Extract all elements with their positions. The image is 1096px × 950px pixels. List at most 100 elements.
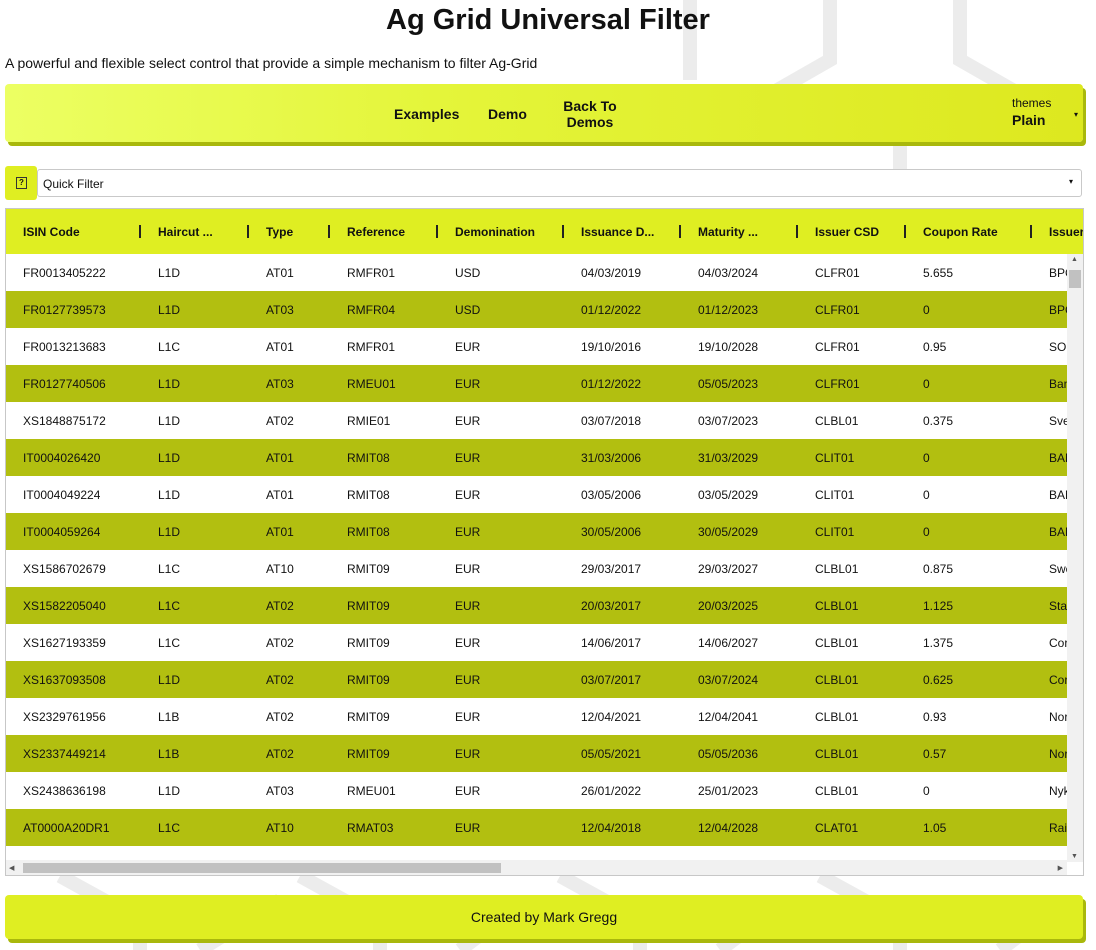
table-cell: RMFR01: [347, 266, 396, 280]
table-row[interactable]: FR0127740506 L1D AT03 RMEU01 EUR 01/12/2022 05…: [6, 365, 1067, 402]
column-resize-handle[interactable]: [139, 225, 141, 238]
help-button[interactable]: ?: [5, 166, 37, 200]
table-cell: CLIT01: [815, 525, 855, 539]
table-cell: 04/03/2024: [698, 266, 759, 280]
table-cell: AT02: [266, 747, 294, 761]
scroll-left-icon[interactable]: ◀: [9, 865, 15, 872]
table-row[interactable]: IT0004059264 L1D AT01 RMIT08 EUR 30/05/2006 30…: [6, 513, 1067, 550]
table-cell: EUR: [455, 562, 481, 576]
column-resize-handle[interactable]: [679, 225, 681, 238]
table-cell: AT02: [266, 636, 294, 650]
table-cell: 01/12/2022: [581, 377, 642, 391]
table-cell: 29/03/2027: [698, 562, 759, 576]
nav-back-to-demos-link[interactable]: Back To Demos: [563, 98, 617, 130]
table-row[interactable]: XS2337449214 L1B AT02 RMIT09 EUR 05/05/2021 05…: [6, 735, 1067, 772]
horizontal-scrollbar[interactable]: ◀ ▶: [6, 860, 1067, 875]
table-cell: L1C: [158, 562, 181, 576]
table-cell: Cor: [1049, 673, 1067, 687]
column-resize-handle[interactable]: [247, 225, 249, 238]
vertical-scrollbar[interactable]: ▲ ▼: [1067, 254, 1083, 862]
column-resize-handle[interactable]: [436, 225, 438, 238]
table-cell: 1.125: [923, 599, 954, 613]
column-header[interactable]: Reference: [347, 225, 406, 239]
column-header[interactable]: Issuer CSD: [815, 225, 880, 239]
grid-body: FR0013405222 L1D AT01 RMFR01 USD 04/03/2019 04…: [6, 254, 1067, 862]
table-cell: 03/07/2024: [698, 673, 759, 687]
page-title: Ag Grid Universal Filter: [386, 4, 710, 36]
table-cell: L1D: [158, 303, 181, 317]
quick-filter-placeholder: Quick Filter: [43, 177, 104, 191]
column-header[interactable]: Haircut ...: [158, 225, 213, 239]
table-cell: XS1848875172: [23, 414, 106, 428]
table-cell: AT02: [266, 599, 294, 613]
table-cell: 01/12/2023: [698, 303, 759, 317]
table-row[interactable]: FR0013213683 L1C AT01 RMFR01 EUR 19/10/2016 19…: [6, 328, 1067, 365]
table-cell: RMIT09: [347, 747, 390, 761]
horizontal-scroll-thumb[interactable]: [23, 863, 501, 873]
table-row[interactable]: XS1586702679 L1C AT10 RMIT09 EUR 29/03/2017 29…: [6, 550, 1067, 587]
column-resize-handle[interactable]: [1030, 225, 1032, 238]
table-cell: EUR: [455, 451, 481, 465]
column-resize-handle[interactable]: [562, 225, 564, 238]
table-cell: EUR: [455, 821, 481, 835]
table-cell: L1C: [158, 599, 181, 613]
table-cell: 30/05/2029: [698, 525, 759, 539]
column-header[interactable]: Maturity ...: [698, 225, 759, 239]
table-row[interactable]: XS1848875172 L1D AT02 RMIE01 EUR 03/07/2018 03…: [6, 402, 1067, 439]
table-cell: Stat: [1049, 599, 1067, 613]
chevron-down-icon: ▾: [1068, 177, 1073, 186]
table-cell: 26/01/2022: [581, 784, 642, 798]
table-cell: BAN: [1049, 451, 1067, 465]
table-cell: L1B: [158, 747, 180, 761]
table-cell: CLBL01: [815, 784, 859, 798]
column-header[interactable]: Type: [266, 225, 294, 239]
table-cell: RMFR04: [347, 303, 396, 317]
table-row[interactable]: XS1582205040 L1C AT02 RMIT09 EUR 20/03/2017 20…: [6, 587, 1067, 624]
table-cell: 0: [923, 488, 930, 502]
column-resize-handle[interactable]: [796, 225, 798, 238]
scroll-down-icon[interactable]: ▼: [1071, 853, 1078, 860]
column-header[interactable]: Demonination: [455, 225, 535, 239]
column-header[interactable]: ISIN Code: [23, 225, 80, 239]
table-row[interactable]: IT0004049224 L1D AT01 RMIT08 EUR 03/05/2006 03…: [6, 476, 1067, 513]
table-cell: AT10: [266, 562, 294, 576]
table-cell: IT0004026420: [23, 451, 101, 465]
page-subtitle: A powerful and flexible select control t…: [5, 55, 538, 71]
chevron-down-icon[interactable]: ▾: [1074, 110, 1079, 119]
nav-demo-link[interactable]: Demo: [488, 106, 527, 122]
table-row[interactable]: FR0013405222 L1D AT01 RMFR01 USD 04/03/2019 04…: [6, 254, 1067, 291]
table-cell: 1.375: [923, 636, 954, 650]
table-cell: 0.93: [923, 710, 947, 724]
column-resize-handle[interactable]: [904, 225, 906, 238]
table-cell: 0: [923, 525, 930, 539]
table-cell: L1D: [158, 451, 181, 465]
table-cell: CLBL01: [815, 747, 859, 761]
table-cell: CLBL01: [815, 673, 859, 687]
scroll-up-icon[interactable]: ▲: [1071, 256, 1078, 263]
table-cell: BAN: [1049, 488, 1067, 502]
table-cell: Ban: [1049, 377, 1067, 391]
table-row[interactable]: AT0000A20DR1 L1C AT10 RMAT03 EUR 12/04/2018 12…: [6, 809, 1067, 846]
themes-selector[interactable]: themes Plain: [1012, 96, 1051, 128]
table-row[interactable]: XS1637093508 L1D AT02 RMIT09 EUR 03/07/2017 03…: [6, 661, 1067, 698]
quick-filter-select[interactable]: Quick Filter ▾: [37, 169, 1082, 197]
column-header[interactable]: Issuer: [1049, 225, 1084, 239]
table-row[interactable]: IT0004026420 L1D AT01 RMIT08 EUR 31/03/2006 31…: [6, 439, 1067, 476]
table-cell: CLFR01: [815, 340, 860, 354]
table-cell: RMIT09: [347, 562, 390, 576]
vertical-scroll-thumb[interactable]: [1069, 270, 1081, 288]
table-row[interactable]: XS1627193359 L1C AT02 RMIT09 EUR 14/06/2017 14…: [6, 624, 1067, 661]
table-cell: EUR: [455, 488, 481, 502]
table-cell: XS1582205040: [23, 599, 106, 613]
column-header[interactable]: Issuance D...: [581, 225, 655, 239]
table-cell: Sve: [1049, 414, 1067, 428]
table-row[interactable]: XS2329761956 L1B AT02 RMIT09 EUR 12/04/2021 12…: [6, 698, 1067, 735]
column-header[interactable]: Coupon Rate: [923, 225, 998, 239]
table-row[interactable]: FR0127739573 L1D AT03 RMFR04 USD 01/12/2022 01…: [6, 291, 1067, 328]
table-row[interactable]: XS2438636198 L1D AT03 RMEU01 EUR 26/01/2022 25…: [6, 772, 1067, 809]
nav-examples-link[interactable]: Examples: [394, 106, 460, 122]
scroll-right-icon[interactable]: ▶: [1057, 865, 1063, 872]
table-cell: L1D: [158, 488, 181, 502]
column-resize-handle[interactable]: [328, 225, 330, 238]
table-cell: FR0127739573: [23, 303, 106, 317]
